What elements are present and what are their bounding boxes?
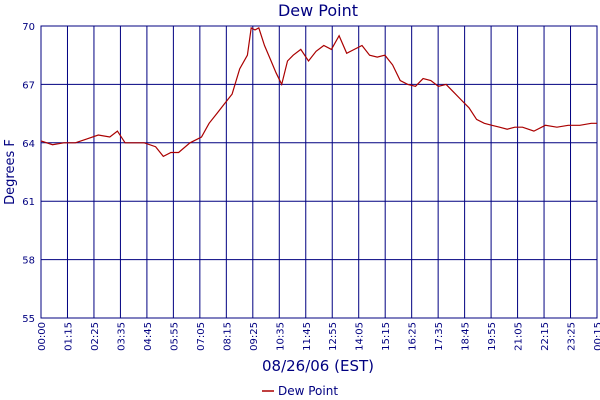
- x-tick-label: 12:55: [328, 322, 339, 351]
- x-axis-label: 08/26/06 (EST): [262, 357, 374, 375]
- x-tick-label: 04:45: [143, 322, 154, 351]
- x-tick-label: 23:25: [567, 322, 578, 351]
- x-tick-label: 02:25: [90, 322, 101, 351]
- y-axis-label: Degrees F: [3, 139, 18, 205]
- plot-border: [40, 25, 598, 319]
- y-tick-label: 58: [22, 256, 35, 267]
- x-tick-label: 15:15: [381, 322, 392, 351]
- x-tick-label: 14:05: [355, 322, 366, 351]
- x-tick-label: 05:55: [169, 322, 180, 351]
- y-tick-label: 70: [22, 22, 35, 33]
- series-layer: [40, 26, 597, 158]
- grid: [40, 25, 598, 319]
- x-tick-label: 07:05: [196, 322, 207, 351]
- y-tick-label: 55: [22, 314, 35, 325]
- y-tick-label: 64: [22, 139, 35, 150]
- x-tick-label: 18:45: [461, 322, 472, 351]
- x-tick-label: 09:25: [249, 322, 260, 351]
- x-tick-labels: 00:00 01:15 02:25 03:35 04:45 05:55 07:05 08:15…: [37, 322, 600, 351]
- x-tick-label: 01:15: [63, 322, 74, 351]
- x-tick-label: 11:45: [302, 322, 313, 351]
- y-tick-label: 61: [22, 197, 35, 208]
- x-tick-label: 00:00: [37, 322, 48, 351]
- x-tick-label: 08:15: [222, 322, 233, 351]
- y-tick-labels: 55 58 61 64 67 70: [22, 22, 35, 325]
- x-tick-label: 10:35: [275, 322, 286, 351]
- legend: Dew Point: [262, 384, 338, 398]
- chart-title: Dew Point: [278, 1, 358, 20]
- legend-entry: Dew Point: [278, 384, 338, 398]
- x-tick-label: 17:35: [434, 322, 445, 351]
- x-tick-label: 19:55: [487, 322, 498, 351]
- series-line-dew-point: [40, 26, 597, 158]
- x-tick-label: 03:35: [116, 322, 127, 351]
- x-tick-label: 21:05: [514, 322, 525, 351]
- x-tick-label: 00:15: [593, 322, 600, 351]
- x-tick-label: 16:25: [408, 322, 419, 351]
- y-tick-label: 67: [22, 80, 35, 91]
- x-tick-label: 22:15: [540, 322, 551, 351]
